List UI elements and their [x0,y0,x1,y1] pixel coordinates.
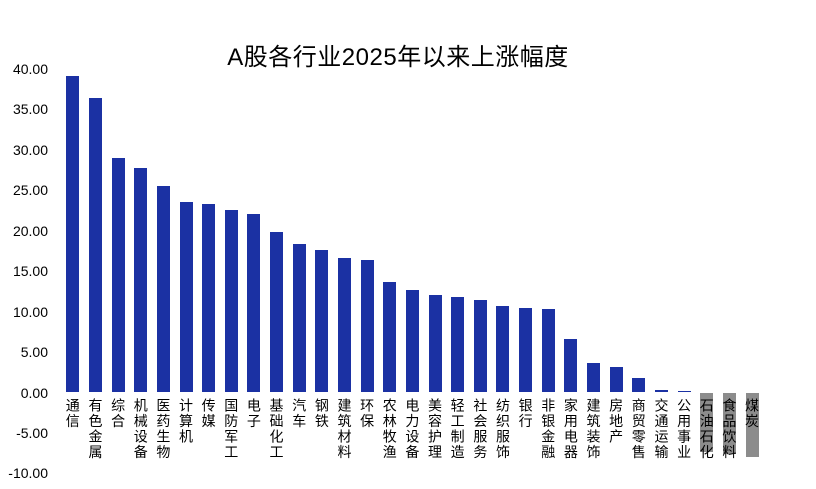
category-label: 建筑材料 [336,398,353,460]
category-label: 食品饮料 [721,398,738,460]
category-label: 房地产 [608,398,625,445]
bar [383,281,397,393]
y-axis-tick-label: 30.00 [12,141,48,158]
category-label: 综合 [110,398,127,429]
chart-title: A股各行业2025年以来上涨幅度 [227,44,569,71]
y-axis-tick-label: 5.00 [20,344,48,361]
category-label: 家用电器 [562,398,579,460]
bar [111,157,125,393]
bar [134,168,148,393]
y-axis-tick-label: 0.00 [20,384,48,401]
bar [179,202,193,393]
y-axis-tick-label: -5.00 [16,424,48,441]
category-label: 机械设备 [132,398,149,460]
y-axis-tick-label: 10.00 [12,303,48,320]
category-label: 煤炭 [744,398,760,429]
bar [632,377,646,393]
bar [247,213,261,393]
bar [270,232,284,393]
category-label: 商贸零售 [630,398,647,460]
category-label: 传媒 [200,398,217,429]
bar [428,295,442,393]
y-axis-tick-label: 40.00 [12,61,48,77]
bar [451,297,465,393]
category-label: 社会服务 [472,398,489,460]
category-label: 通信 [64,398,81,429]
bar [677,390,691,393]
bar [700,392,714,453]
category-label: 石油石化 [698,398,715,460]
y-axis-tick-label: 35.00 [12,101,48,118]
bar [609,367,623,393]
bar [224,209,238,393]
bar [654,390,668,393]
category-label: 计算机 [178,398,194,445]
bar [156,186,170,393]
category-label: 电力设备 [404,398,421,460]
bar [519,307,533,393]
bar [202,204,216,393]
category-label: 有色金属 [87,398,104,460]
bar [405,289,419,393]
category-label: 公用事业 [676,398,693,460]
category-label: 银行 [517,398,534,429]
category-label: 建筑装饰 [585,398,602,460]
category-label: 非银金融 [540,398,557,460]
category-label: 轻工制造 [449,398,466,460]
bar [88,98,102,393]
category-label: 国防军工 [223,398,240,460]
y-axis-tick-label: 20.00 [12,222,48,239]
bar [315,250,329,393]
category-label: 汽车 [291,398,308,429]
y-axis-tick-label: 25.00 [12,182,48,199]
bar [587,362,601,393]
category-label: 钢铁 [313,398,330,429]
bar [745,392,759,458]
category-label: 电子 [245,398,262,429]
bar [473,300,487,393]
y-axis-tick-label: -10.00 [8,465,48,482]
category-label: 医药生物 [155,398,172,460]
category-label: 美容护理 [427,398,444,460]
category-label: 纺织服饰 [494,398,511,460]
bar [496,305,510,393]
bar [564,339,578,393]
category-label: 环保 [359,398,376,429]
category-label: 交通运输 [653,398,670,460]
bar [541,309,555,393]
bar [292,243,306,393]
bar [337,258,351,393]
y-axis-tick-label: 15.00 [12,263,48,280]
category-label: 农林牧渔 [381,398,398,460]
bar [360,259,374,393]
bar [722,392,736,454]
bar [66,76,80,393]
category-label: 基础化工 [268,398,285,460]
